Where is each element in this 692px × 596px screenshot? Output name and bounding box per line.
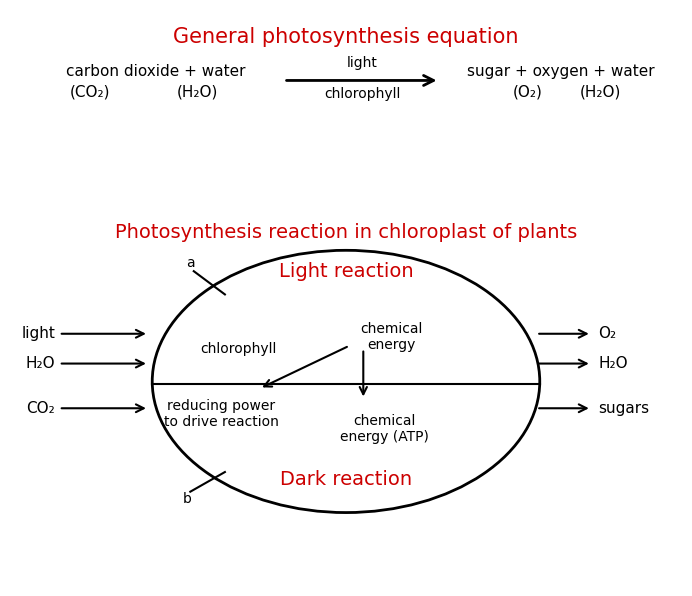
Text: light: light	[21, 326, 55, 342]
Text: Photosynthesis reaction in chloroplast of plants: Photosynthesis reaction in chloroplast o…	[115, 223, 577, 242]
Text: carbon dioxide + water: carbon dioxide + water	[66, 64, 246, 79]
Text: light: light	[347, 55, 378, 70]
Text: sugars: sugars	[599, 401, 650, 416]
Text: General photosynthesis equation: General photosynthesis equation	[173, 27, 519, 47]
Text: H₂O: H₂O	[26, 356, 55, 371]
Text: Light reaction: Light reaction	[279, 262, 413, 281]
Text: b: b	[183, 492, 191, 506]
Text: (H₂O): (H₂O)	[580, 85, 621, 100]
Text: O₂: O₂	[599, 326, 617, 342]
Text: Dark reaction: Dark reaction	[280, 470, 412, 489]
Text: chlorophyll: chlorophyll	[201, 342, 277, 356]
Text: reducing power
to drive reaction: reducing power to drive reaction	[164, 399, 279, 429]
Text: H₂O: H₂O	[599, 356, 628, 371]
Text: a: a	[186, 256, 194, 271]
Text: chemical
energy: chemical energy	[360, 322, 422, 352]
Text: (CO₂): (CO₂)	[70, 85, 110, 100]
Text: (O₂): (O₂)	[512, 85, 543, 100]
Text: chemical
energy (ATP): chemical energy (ATP)	[340, 414, 428, 444]
Text: sugar + oxygen + water: sugar + oxygen + water	[466, 64, 655, 79]
Text: chlorophyll: chlorophyll	[325, 86, 401, 101]
Text: CO₂: CO₂	[26, 401, 55, 416]
Text: (H₂O): (H₂O)	[176, 85, 218, 100]
